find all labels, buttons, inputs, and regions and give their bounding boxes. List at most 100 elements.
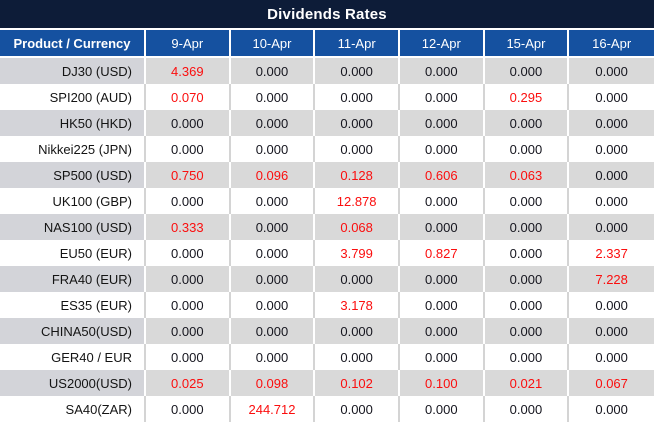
row-label: FRA40 (EUR) bbox=[0, 266, 146, 292]
value-cell: 244.712 bbox=[230, 396, 316, 422]
row-label: NAS100 (USD) bbox=[0, 214, 146, 240]
column-header-date: 16-Apr bbox=[569, 28, 654, 58]
value-cell: 2.337 bbox=[569, 240, 654, 266]
value-cell: 0.000 bbox=[484, 318, 570, 344]
value-cell: 0.000 bbox=[230, 84, 316, 110]
value-cell: 0.000 bbox=[230, 240, 316, 266]
table-row: HK50 (HKD) 0.000 0.000 0.000 0.000 0.000 0.000 bbox=[0, 110, 654, 136]
value-cell: 0.000 bbox=[230, 266, 316, 292]
value-cell: 0.000 bbox=[399, 188, 485, 214]
value-cell: 0.000 bbox=[230, 188, 316, 214]
row-label: Nikkei225 (JPN) bbox=[0, 136, 146, 162]
value-cell: 3.178 bbox=[315, 292, 400, 318]
row-label: EU50 (EUR) bbox=[0, 240, 146, 266]
value-cell: 0.000 bbox=[315, 84, 400, 110]
value-cell: 0.000 bbox=[569, 84, 654, 110]
value-cell: 0.000 bbox=[315, 110, 400, 136]
row-label: CHINA50(USD) bbox=[0, 318, 146, 344]
table-row: UK100 (GBP) 0.000 0.000 12.878 0.000 0.000 0.0… bbox=[0, 188, 654, 214]
value-cell: 0.000 bbox=[146, 266, 231, 292]
value-cell: 0.000 bbox=[146, 344, 231, 370]
value-cell: 0.021 bbox=[484, 370, 570, 396]
table-row: NAS100 (USD) 0.333 0.000 0.068 0.000 0.000 0.0… bbox=[0, 214, 654, 240]
value-cell: 0.000 bbox=[399, 344, 485, 370]
value-cell: 0.000 bbox=[315, 396, 400, 422]
value-cell: 0.000 bbox=[399, 214, 485, 240]
column-header-date: 9-Apr bbox=[146, 28, 231, 58]
dividends-table: Product / Currency 9-Apr 10-Apr 11-Apr 12-Ap… bbox=[0, 28, 654, 422]
value-cell: 0.000 bbox=[484, 110, 570, 136]
row-label: SPI200 (AUD) bbox=[0, 84, 146, 110]
value-cell: 0.606 bbox=[399, 162, 485, 188]
value-cell: 0.000 bbox=[230, 110, 316, 136]
value-cell: 0.000 bbox=[484, 344, 570, 370]
column-header-product: Product / Currency bbox=[0, 28, 146, 58]
value-cell: 0.000 bbox=[569, 344, 654, 370]
header-row: Product / Currency 9-Apr 10-Apr 11-Apr 12-Ap… bbox=[0, 28, 654, 58]
table-row: ES35 (EUR) 0.000 0.000 3.178 0.000 0.000 0.000 bbox=[0, 292, 654, 318]
value-cell: 0.000 bbox=[484, 58, 570, 84]
value-cell: 0.000 bbox=[569, 396, 654, 422]
value-cell: 0.000 bbox=[230, 318, 316, 344]
value-cell: 0.000 bbox=[146, 110, 231, 136]
value-cell: 3.799 bbox=[315, 240, 400, 266]
value-cell: 0.068 bbox=[315, 214, 400, 240]
value-cell: 0.000 bbox=[399, 292, 485, 318]
value-cell: 0.000 bbox=[569, 110, 654, 136]
value-cell: 0.000 bbox=[146, 396, 231, 422]
page-title: Dividends Rates bbox=[267, 5, 387, 23]
value-cell: 12.878 bbox=[315, 188, 400, 214]
row-label: US2000(USD) bbox=[0, 370, 146, 396]
row-label: GER40 / EUR bbox=[0, 344, 146, 370]
value-cell: 0.067 bbox=[569, 370, 654, 396]
value-cell: 7.228 bbox=[569, 266, 654, 292]
value-cell: 0.000 bbox=[146, 188, 231, 214]
value-cell: 0.000 bbox=[230, 292, 316, 318]
table-row: Nikkei225 (JPN) 0.000 0.000 0.000 0.000 0.000… bbox=[0, 136, 654, 162]
value-cell: 0.096 bbox=[230, 162, 316, 188]
value-cell: 4.369 bbox=[146, 58, 231, 84]
column-header-date: 10-Apr bbox=[230, 28, 316, 58]
row-label: HK50 (HKD) bbox=[0, 110, 146, 136]
value-cell: 0.000 bbox=[399, 396, 485, 422]
table-row: EU50 (EUR) 0.000 0.000 3.799 0.827 0.000 2.337 bbox=[0, 240, 654, 266]
row-label: DJ30 (USD) bbox=[0, 58, 146, 84]
value-cell: 0.000 bbox=[569, 292, 654, 318]
value-cell: 0.000 bbox=[146, 318, 231, 344]
value-cell: 0.000 bbox=[399, 318, 485, 344]
value-cell: 0.128 bbox=[315, 162, 400, 188]
value-cell: 0.000 bbox=[569, 318, 654, 344]
value-cell: 0.000 bbox=[399, 136, 485, 162]
value-cell: 0.000 bbox=[569, 162, 654, 188]
value-cell: 0.000 bbox=[146, 136, 231, 162]
value-cell: 0.098 bbox=[230, 370, 316, 396]
value-cell: 0.750 bbox=[146, 162, 231, 188]
value-cell: 0.000 bbox=[146, 292, 231, 318]
row-label: UK100 (GBP) bbox=[0, 188, 146, 214]
table-row: GER40 / EUR 0.000 0.000 0.000 0.000 0.000 0.00… bbox=[0, 344, 654, 370]
value-cell: 0.000 bbox=[399, 58, 485, 84]
table-row: SPI200 (AUD) 0.070 0.000 0.000 0.000 0.295 0.0… bbox=[0, 84, 654, 110]
title-bar: Dividends Rates bbox=[0, 0, 654, 28]
value-cell: 0.000 bbox=[484, 214, 570, 240]
column-header-date: 12-Apr bbox=[399, 28, 485, 58]
value-cell: 0.070 bbox=[146, 84, 231, 110]
value-cell: 0.000 bbox=[315, 58, 400, 84]
value-cell: 0.000 bbox=[315, 266, 400, 292]
value-cell: 0.000 bbox=[399, 110, 485, 136]
value-cell: 0.000 bbox=[230, 214, 316, 240]
value-cell: 0.000 bbox=[484, 266, 570, 292]
value-cell: 0.000 bbox=[569, 136, 654, 162]
row-label: ES35 (EUR) bbox=[0, 292, 146, 318]
value-cell: 0.025 bbox=[146, 370, 231, 396]
value-cell: 0.063 bbox=[484, 162, 570, 188]
value-cell: 0.827 bbox=[399, 240, 485, 266]
value-cell: 0.000 bbox=[146, 240, 231, 266]
value-cell: 0.000 bbox=[230, 136, 316, 162]
value-cell: 0.000 bbox=[484, 188, 570, 214]
table-row: US2000(USD) 0.025 0.098 0.102 0.100 0.021 0.06… bbox=[0, 370, 654, 396]
value-cell: 0.295 bbox=[484, 84, 570, 110]
table-row: SA40(ZAR) 0.000 244.712 0.000 0.000 0.000 0.00… bbox=[0, 396, 654, 422]
value-cell: 0.102 bbox=[315, 370, 400, 396]
value-cell: 0.000 bbox=[315, 136, 400, 162]
